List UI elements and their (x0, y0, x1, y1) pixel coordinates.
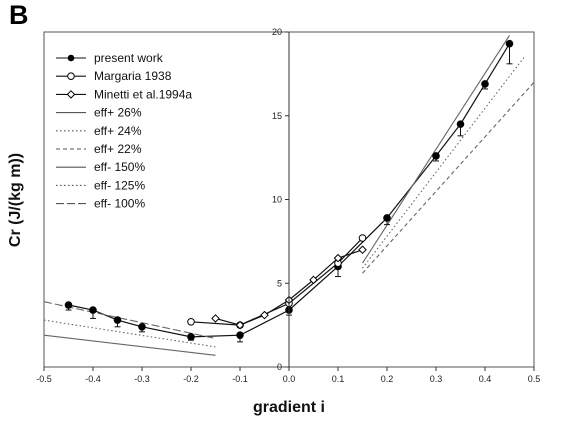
x-tick-label: 0.2 (381, 374, 394, 384)
x-tick-label: -0.2 (183, 374, 199, 384)
x-tick-label: 0.1 (332, 374, 345, 384)
y-tick-label: 20 (272, 27, 282, 37)
point-present-work (187, 333, 195, 341)
data-markers (64, 39, 514, 341)
point-present-work (64, 301, 73, 309)
point-present-work (456, 120, 465, 128)
series-line-eff-26 (362, 35, 510, 264)
legend-label-eff-125: eff- 125% (94, 178, 145, 192)
x-tick-label: 0.3 (430, 374, 443, 384)
point-present-work (432, 152, 440, 160)
y-tick-label: 15 (272, 111, 282, 121)
x-tick-label: 0.4 (479, 374, 492, 384)
legend-label-margaria-1938: Margaria 1938 (94, 69, 172, 83)
y-tick-label: 5 (277, 278, 282, 288)
point-margaria-1938 (187, 317, 195, 326)
x-tick-label: -0.5 (36, 374, 52, 384)
series-line-eff-125 (43, 319, 216, 348)
axes (43, 31, 535, 371)
x-tick-label: -0.1 (232, 374, 248, 384)
point-minetti-et-al-1994a (235, 320, 245, 330)
y-tick-labels: 0 5 10 15 20 (272, 27, 282, 372)
legend-label-minetti-et-al-1994a: Minetti et al.1994a (94, 87, 192, 101)
point-present-work (89, 306, 97, 314)
point-present-work (236, 331, 244, 339)
point-minetti-et-al-1994a (260, 310, 269, 320)
point-margaria-1938 (358, 234, 367, 242)
legend-label-eff-100: eff- 100% (94, 197, 145, 211)
point-minetti-et-al-1994a (358, 245, 367, 255)
point-present-work (383, 214, 391, 222)
x-tick-label: 0.0 (283, 374, 296, 384)
point-minetti-et-al-1994a (211, 314, 220, 323)
point-minetti-et-al-1994a (309, 275, 318, 285)
legend-marker (67, 72, 75, 80)
legend-label-eff-24: eff+ 24% (94, 124, 142, 138)
x-tick-labels: -0.5 -0.4 -0.3 -0.2 -0.1 0.0 0.1 0.2 0.3 0.4 0.5 (36, 374, 540, 384)
legend-label-present-work: present work (94, 51, 164, 65)
point-present-work (505, 39, 514, 48)
legend: present work Margaria 1938 Minetti et al.1… (56, 51, 192, 211)
point-present-work (113, 316, 122, 324)
y-tick-label: 0 (277, 362, 282, 372)
legend-marker (66, 90, 76, 99)
legend-label-eff-22: eff+ 22% (94, 142, 142, 156)
x-tick-label: -0.3 (134, 374, 150, 384)
legend-marker (67, 54, 75, 62)
series-line-eff-22 (362, 81, 535, 274)
series-line-eff-150 (43, 334, 216, 356)
x-tick-label: 0.5 (528, 374, 541, 384)
series-line-eff-100 (43, 301, 216, 340)
point-present-work (138, 323, 146, 331)
panel-label: B (9, 0, 29, 30)
legend-label-eff-26: eff+ 26% (94, 106, 142, 120)
legend-label-eff-150: eff- 150% (94, 160, 145, 174)
y-tick-label: 10 (272, 195, 282, 205)
x-tick-label: -0.4 (85, 374, 101, 384)
point-minetti-et-al-1994a (333, 253, 343, 263)
point-present-work (481, 80, 489, 88)
y-axis-title: Cr (J/(kg m)) (7, 153, 24, 247)
x-axis-title: gradient i (253, 399, 325, 416)
series-line-eff-24 (362, 56, 525, 269)
legend-box (48, 36, 232, 224)
